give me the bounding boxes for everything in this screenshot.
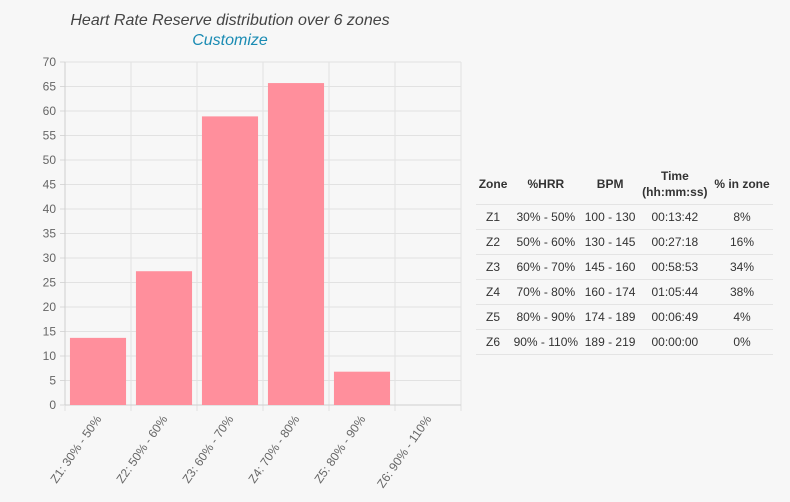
cell-bpm: 174 - 189 xyxy=(581,304,639,330)
x-tick-label: Z4: 70% - 80% xyxy=(245,412,302,485)
cell-percent: 16% xyxy=(711,229,773,255)
zones-table: Zone %HRR BPM Time (hh:mm:ss) % in zone … xyxy=(476,164,773,355)
y-tick-label: 25 xyxy=(43,276,57,290)
cell-time: 00:13:42 xyxy=(638,204,712,230)
header-time: Time (hh:mm:ss) xyxy=(642,169,708,199)
cell-percent: 34% xyxy=(711,254,773,280)
x-tick-label: Z3: 60% - 70% xyxy=(179,412,236,485)
cell-zone: Z6 xyxy=(476,329,511,355)
cell-zone: Z1 xyxy=(476,204,511,230)
y-tick-label: 5 xyxy=(49,374,56,388)
cell-zone: Z4 xyxy=(476,279,511,305)
cell-time: 00:06:49 xyxy=(638,304,712,330)
cell-bpm: 189 - 219 xyxy=(581,329,639,355)
cell-hrr: 90% - 110% xyxy=(510,329,582,355)
cell-percent: 0% xyxy=(711,329,773,355)
cell-hrr: 50% - 60% xyxy=(510,229,582,255)
cell-hrr: 80% - 90% xyxy=(510,304,582,330)
table-row: Z6 90% - 110% 189 - 219 00:00:00 0% xyxy=(476,329,773,355)
cell-zone: Z2 xyxy=(476,229,511,255)
zone-distribution-chart: 0 5 10 15 20 25 30 35 40 45 50 55 60 65 70 Z1: 30% - 50… xyxy=(43,55,462,490)
cell-zone: Z5 xyxy=(476,304,511,330)
y-tick-label: 60 xyxy=(43,104,57,118)
cell-percent: 4% xyxy=(711,304,773,330)
table-header-row: Zone %HRR BPM Time (hh:mm:ss) % in zone xyxy=(476,164,773,205)
customize-link[interactable]: Customize xyxy=(192,32,268,49)
y-tick-label: 30 xyxy=(43,251,57,265)
table-row: Z4 70% - 80% 160 - 174 01:05:44 38% xyxy=(476,279,773,305)
x-tick-label: Z6: 90% - 110% xyxy=(374,412,434,490)
cell-time: 01:05:44 xyxy=(638,279,712,305)
cell-time: 00:00:00 xyxy=(638,329,712,355)
cell-percent: 8% xyxy=(711,204,773,230)
y-tick-label: 15 xyxy=(43,325,57,339)
table-row: Z3 60% - 70% 145 - 160 00:58:53 34% xyxy=(476,254,773,280)
x-tick-label: Z1: 30% - 50% xyxy=(47,412,104,485)
y-tick-label: 0 xyxy=(49,398,56,412)
cell-zone: Z3 xyxy=(476,254,511,280)
x-tick-label: Z2: 50% - 60% xyxy=(113,412,170,485)
cell-bpm: 100 - 130 xyxy=(581,204,639,230)
table-row: Z5 80% - 90% 174 - 189 00:06:49 4% xyxy=(476,304,773,330)
y-tick-label: 50 xyxy=(43,153,57,167)
cell-hrr: 70% - 80% xyxy=(510,279,582,305)
header-hrr: %HRR xyxy=(527,177,565,191)
header-zone: Zone xyxy=(478,177,508,191)
x-tick-label: Z5: 80% - 90% xyxy=(311,412,368,485)
table-row: Z1 30% - 50% 100 - 130 00:13:42 8% xyxy=(476,204,773,230)
header-percent-in-zone: % in zone xyxy=(714,177,770,191)
cell-time: 00:58:53 xyxy=(638,254,712,280)
table-row: Z2 50% - 60% 130 - 145 00:27:18 16% xyxy=(476,229,773,255)
y-tick-label: 35 xyxy=(43,227,57,241)
y-tick-label: 70 xyxy=(43,55,57,69)
cell-hrr: 60% - 70% xyxy=(510,254,582,280)
bar-5 xyxy=(333,371,391,405)
bar-3 xyxy=(201,116,259,405)
cell-time: 00:27:18 xyxy=(638,229,712,255)
y-tick-label: 55 xyxy=(43,129,57,143)
y-tick-label: 45 xyxy=(43,178,57,192)
cell-hrr: 30% - 50% xyxy=(510,204,582,230)
bar-4 xyxy=(267,83,325,405)
cell-bpm: 145 - 160 xyxy=(581,254,639,280)
chart-title: Heart Rate Reserve distribution over 6 z… xyxy=(70,12,390,29)
y-tick-label: 20 xyxy=(43,300,57,314)
bar-1 xyxy=(69,337,127,405)
bar-2 xyxy=(135,271,193,405)
cell-percent: 38% xyxy=(711,279,773,305)
y-tick-label: 65 xyxy=(43,80,57,94)
cell-bpm: 160 - 174 xyxy=(581,279,639,305)
y-tick-label: 40 xyxy=(43,202,57,216)
cell-bpm: 130 - 145 xyxy=(581,229,639,255)
header-bpm: BPM xyxy=(596,177,624,191)
y-tick-label: 10 xyxy=(43,349,57,363)
